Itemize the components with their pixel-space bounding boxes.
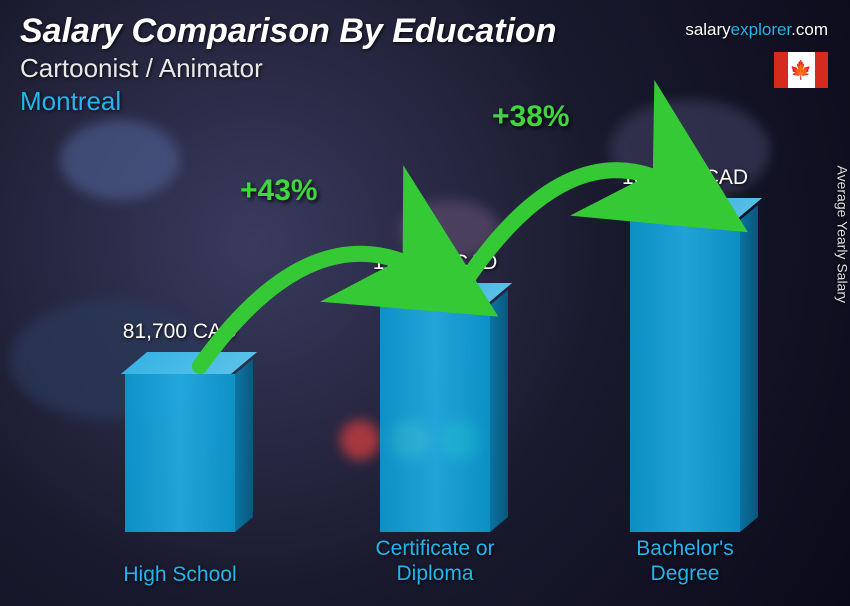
bar-value: 117,000 CAD	[315, 251, 555, 275]
flag-icon: 🍁	[774, 52, 828, 88]
bar	[630, 220, 740, 532]
chart-subtitle: Cartoonist / Animator	[20, 53, 830, 84]
watermark-mid: explorer	[731, 20, 791, 39]
maple-leaf-icon: 🍁	[790, 61, 812, 79]
bar-value: 161,000 CAD	[565, 166, 805, 190]
chart-location: Montreal	[20, 86, 830, 117]
y-axis-label: Average Yearly Salary	[834, 166, 850, 304]
bar	[380, 305, 490, 532]
bar-label: High School	[60, 562, 300, 588]
bar-value: 81,700 CAD	[60, 320, 300, 344]
watermark-prefix: salary	[685, 20, 730, 39]
chart-area: 81,700 CAD High School 117,000 CAD Certi…	[40, 148, 790, 588]
bar-label: Certificate orDiploma	[315, 536, 555, 588]
bar	[125, 374, 235, 532]
watermark-suffix: .com	[791, 20, 828, 39]
bar-label: Bachelor'sDegree	[565, 536, 805, 588]
increase-label: +43%	[240, 174, 318, 208]
watermark: salaryexplorer.com	[685, 20, 828, 40]
